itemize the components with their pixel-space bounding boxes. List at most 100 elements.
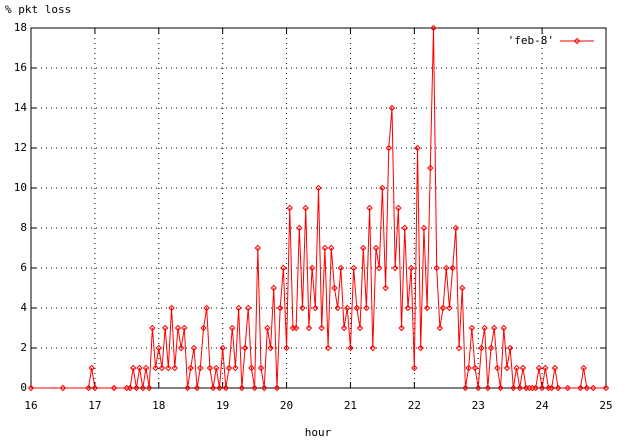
point [161, 324, 169, 332]
point [446, 304, 453, 312]
point [136, 364, 143, 372]
y-tick-label: 4 [20, 301, 27, 314]
y-tick-label: 8 [20, 221, 27, 234]
point [187, 364, 194, 372]
point [398, 324, 405, 332]
point [232, 364, 239, 372]
point [324, 344, 332, 352]
point [257, 364, 265, 372]
point [280, 264, 287, 272]
y-tick-label: 10 [14, 181, 27, 194]
point [254, 244, 262, 252]
point [475, 384, 482, 392]
point [516, 384, 523, 392]
point [133, 384, 140, 392]
point [209, 384, 217, 392]
point [465, 364, 472, 372]
point [273, 384, 281, 392]
point [171, 364, 178, 372]
point [59, 384, 67, 392]
point [395, 204, 402, 212]
point [299, 304, 306, 312]
legend-label: 'feb-8' [508, 34, 554, 47]
point [551, 364, 559, 372]
point [401, 224, 408, 232]
point [542, 364, 549, 372]
point [404, 304, 412, 312]
point [407, 264, 415, 272]
point [308, 264, 316, 272]
point [168, 304, 175, 312]
point [251, 384, 258, 392]
point [347, 344, 354, 352]
point [241, 344, 249, 352]
point [548, 384, 555, 392]
point [334, 304, 341, 312]
point [583, 384, 591, 392]
point [286, 204, 293, 212]
point [449, 264, 456, 272]
point [490, 324, 498, 332]
point [379, 184, 386, 192]
point [145, 384, 153, 392]
x-tick-label: 19 [216, 399, 229, 412]
x-tick-label: 16 [24, 399, 37, 412]
point [213, 364, 220, 372]
point [283, 344, 290, 352]
point [91, 384, 99, 392]
point [302, 204, 309, 212]
point [305, 324, 313, 332]
point [423, 304, 431, 312]
point [487, 344, 495, 352]
point [369, 344, 377, 352]
point [590, 384, 597, 392]
x-tick-label: 23 [472, 399, 485, 412]
point [481, 324, 488, 332]
point [312, 304, 319, 312]
point [385, 144, 392, 152]
point [427, 164, 434, 172]
point [414, 144, 421, 152]
point [366, 204, 373, 212]
x-tick-label: 20 [280, 399, 293, 412]
point [420, 224, 428, 232]
point [411, 364, 418, 372]
point [503, 364, 511, 372]
point [318, 324, 325, 332]
point [494, 364, 501, 372]
point [152, 364, 159, 372]
point [344, 304, 351, 312]
point [388, 104, 396, 112]
point [155, 344, 162, 352]
x-tick-label: 22 [408, 399, 421, 412]
point [391, 264, 399, 272]
point [222, 384, 230, 392]
point [321, 244, 329, 252]
point [245, 304, 252, 312]
x-tick-label: 18 [152, 399, 165, 412]
point [225, 364, 233, 372]
point [468, 324, 476, 332]
point [452, 224, 460, 232]
point [564, 384, 571, 392]
point [462, 384, 469, 392]
x-axis-label: hour [305, 426, 332, 439]
point [372, 244, 380, 252]
point [500, 324, 507, 332]
point [484, 384, 492, 392]
point [519, 364, 527, 372]
point [375, 264, 383, 272]
point [417, 344, 424, 352]
point [203, 304, 210, 312]
point [538, 384, 546, 392]
point [85, 384, 92, 392]
point [88, 364, 95, 372]
point [200, 324, 207, 332]
point [126, 384, 134, 392]
point [471, 364, 479, 372]
point [513, 364, 520, 372]
point [206, 364, 214, 372]
point [139, 384, 147, 392]
y-tick-label: 2 [20, 341, 27, 354]
point [110, 384, 118, 392]
